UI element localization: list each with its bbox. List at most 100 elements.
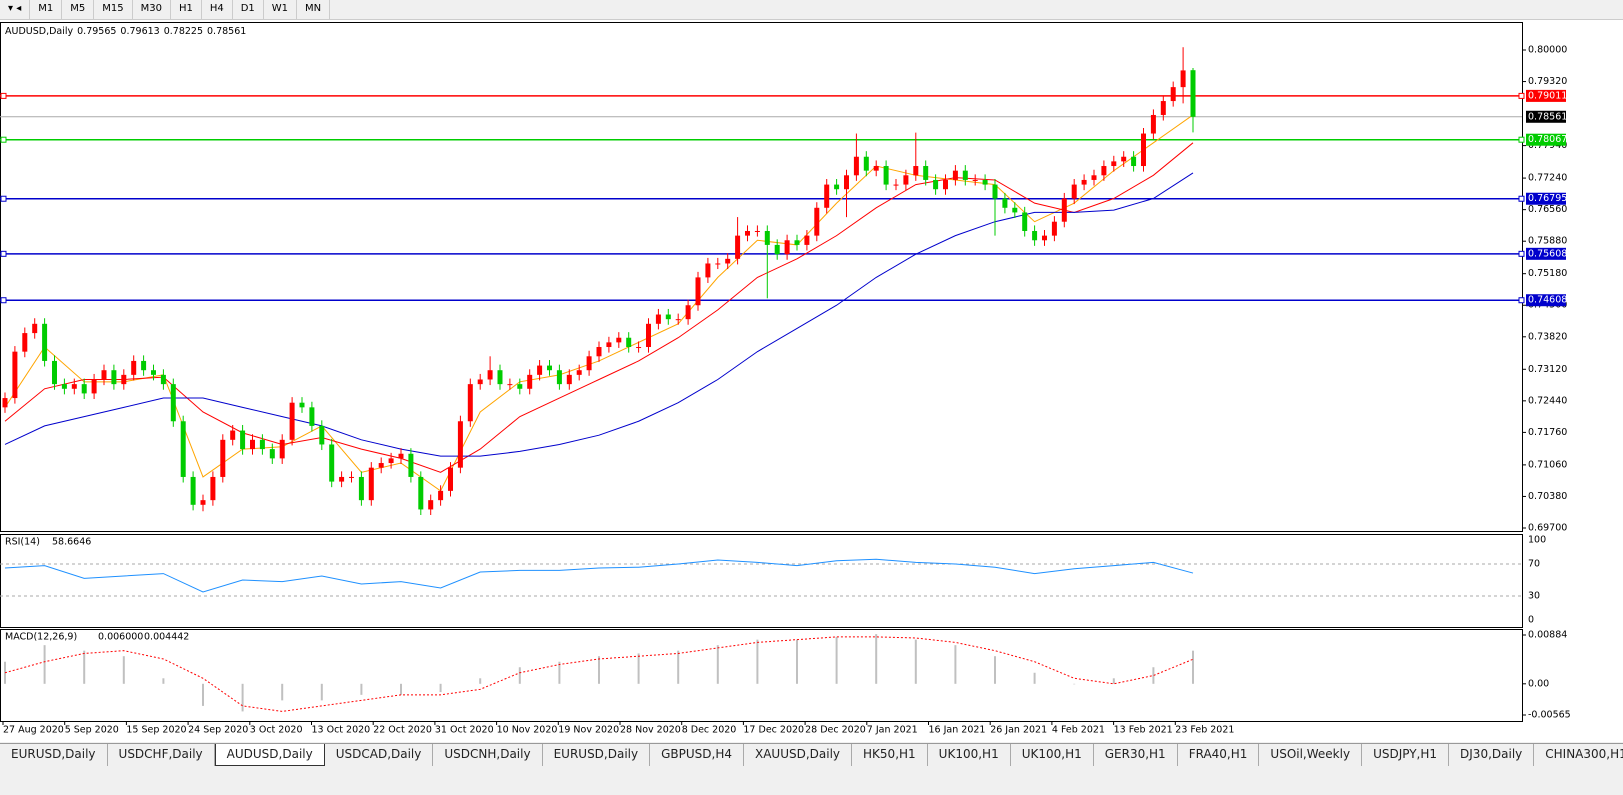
candle-body: [269, 449, 275, 459]
chart-tab[interactable]: CHINA300,H1: [1534, 744, 1623, 766]
rsi-tick-label: 100: [1528, 535, 1546, 546]
x-tick-label: 23 Feb 2021: [1175, 725, 1234, 736]
chart-tab[interactable]: HK50,H1: [852, 744, 928, 766]
macd-bar: [479, 678, 482, 684]
candle-body: [804, 235, 810, 245]
panel-frame: [0, 22, 1523, 532]
chart-tab[interactable]: USDJPY,H1: [1362, 744, 1450, 766]
chart-tab[interactable]: UK100,H1: [1011, 744, 1094, 766]
level-label: 0.75608: [1528, 248, 1567, 259]
y-tick-label: 0.71060: [1528, 459, 1567, 470]
chart-header: AUDUSD,Daily 0.79565 0.79613 0.78225 0.78561: [5, 26, 246, 37]
timeframe-button[interactable]: M15: [94, 0, 133, 19]
candle-body: [834, 184, 840, 190]
candle-body: [1032, 230, 1038, 241]
level-handle: [1518, 92, 1525, 99]
chart-tab[interactable]: XAUUSD,Daily: [744, 744, 853, 766]
candle-body: [319, 425, 325, 445]
candle-body: [913, 166, 919, 176]
candle-body: [61, 384, 67, 389]
chart-tab[interactable]: USDCAD,Daily: [325, 744, 434, 766]
candle-body: [210, 476, 216, 501]
chart-tab[interactable]: FRA40,H1: [1178, 744, 1260, 766]
x-tick-label: 19 Nov 2020: [558, 725, 619, 736]
candle-body: [81, 384, 87, 394]
timeframe-button[interactable]: M30: [133, 0, 171, 19]
chart-tab[interactable]: GER30,H1: [1094, 744, 1178, 766]
candle-body: [943, 179, 948, 190]
symbol: AUDUSD,Daily: [5, 26, 74, 37]
candle-body: [537, 365, 543, 375]
macd-bar: [1073, 683, 1076, 685]
candle-body: [467, 384, 473, 422]
y-tick-label: 0.75180: [1528, 268, 1567, 279]
chart-tabs: EURUSD,Daily USDCHF,Daily AUDUSD,Daily USDC…: [0, 743, 1623, 766]
candle-body: [695, 277, 701, 306]
candle-body: [735, 235, 741, 259]
timeframe-button[interactable]: H1: [171, 0, 202, 19]
macd-bar: [241, 683, 244, 712]
x-tick-label: 5 Sep 2020: [65, 725, 119, 736]
ohlc-value: 0.78225: [164, 26, 203, 37]
candle-body: [725, 258, 731, 264]
macd-bar: [558, 661, 561, 684]
candle-body: [754, 230, 760, 232]
chart-tab[interactable]: EURUSD,Daily: [0, 744, 108, 766]
chart: 0.800000.793200.779400.772400.765600.758…: [0, 20, 1623, 742]
candle-body: [1002, 198, 1008, 208]
candle-body: [507, 384, 513, 386]
timeframe-button[interactable]: H4: [202, 0, 233, 19]
level-handle: [1518, 136, 1525, 143]
timeframe-button[interactable]: MN: [297, 0, 331, 19]
chart-tab[interactable]: AUDUSD,Daily: [214, 744, 325, 766]
candle-body: [42, 323, 48, 361]
candle-body: [705, 263, 711, 278]
level-handle: [0, 297, 7, 304]
chart-tab[interactable]: GBPUSD,H4: [650, 744, 744, 766]
macd-bar: [281, 683, 284, 701]
timeframe-button[interactable]: M5: [62, 0, 95, 19]
candle-body: [240, 430, 246, 450]
chart-tab[interactable]: EURUSD,Daily: [543, 744, 651, 766]
candle-body: [1121, 156, 1127, 162]
candle-body: [121, 374, 127, 385]
x-tick-label: 26 Jan 2021: [990, 725, 1047, 736]
timeframe-button[interactable]: M1: [30, 0, 63, 19]
candle-body: [497, 370, 503, 385]
candle-body: [329, 444, 335, 482]
chart-tab[interactable]: UK100,H1: [928, 744, 1011, 766]
candle-body: [160, 374, 166, 385]
candle-body: [1150, 114, 1156, 134]
candle-body: [844, 175, 849, 190]
candle-body: [190, 476, 196, 505]
toolbar-icon[interactable]: ▾ ◂: [0, 0, 31, 19]
macd-tick-label: 0.00: [1528, 678, 1549, 689]
candle-body: [279, 439, 285, 459]
candle-body: [408, 453, 414, 477]
timeframe-button[interactable]: W1: [264, 0, 298, 19]
macd-bar: [1112, 678, 1115, 684]
chart-tab[interactable]: USDCNH,Daily: [433, 744, 543, 766]
macd-bar: [875, 634, 878, 684]
rsi-tick-label: 0: [1528, 615, 1534, 626]
chart-tab[interactable]: USDCHF,Daily: [108, 744, 215, 766]
macd-bar: [994, 656, 996, 684]
chart-tab[interactable]: DJ30,Daily: [1449, 744, 1535, 766]
macd-bar: [914, 639, 917, 684]
candle-body: [180, 421, 186, 477]
level-label: 0.74608: [1528, 295, 1567, 306]
candle-body: [715, 263, 721, 265]
ohlc-value: 0.78561: [207, 26, 246, 37]
x-tick-label: 17 Dec 2020: [743, 725, 804, 736]
y-tick-label: 0.72440: [1528, 395, 1567, 406]
chart-tab[interactable]: USOil,Weekly: [1259, 744, 1363, 766]
x-tick-label: 28 Dec 2020: [805, 725, 866, 736]
timeframe-button[interactable]: D1: [233, 0, 264, 19]
macd-tick-label: 0.00884: [1528, 630, 1567, 641]
candle-body: [141, 360, 147, 371]
y-tick-label: 0.71760: [1528, 427, 1567, 438]
y-tick-label: 0.77240: [1528, 173, 1567, 184]
macd-bar: [954, 645, 957, 684]
panel-frame: [0, 629, 1523, 722]
candle-body: [477, 379, 483, 385]
